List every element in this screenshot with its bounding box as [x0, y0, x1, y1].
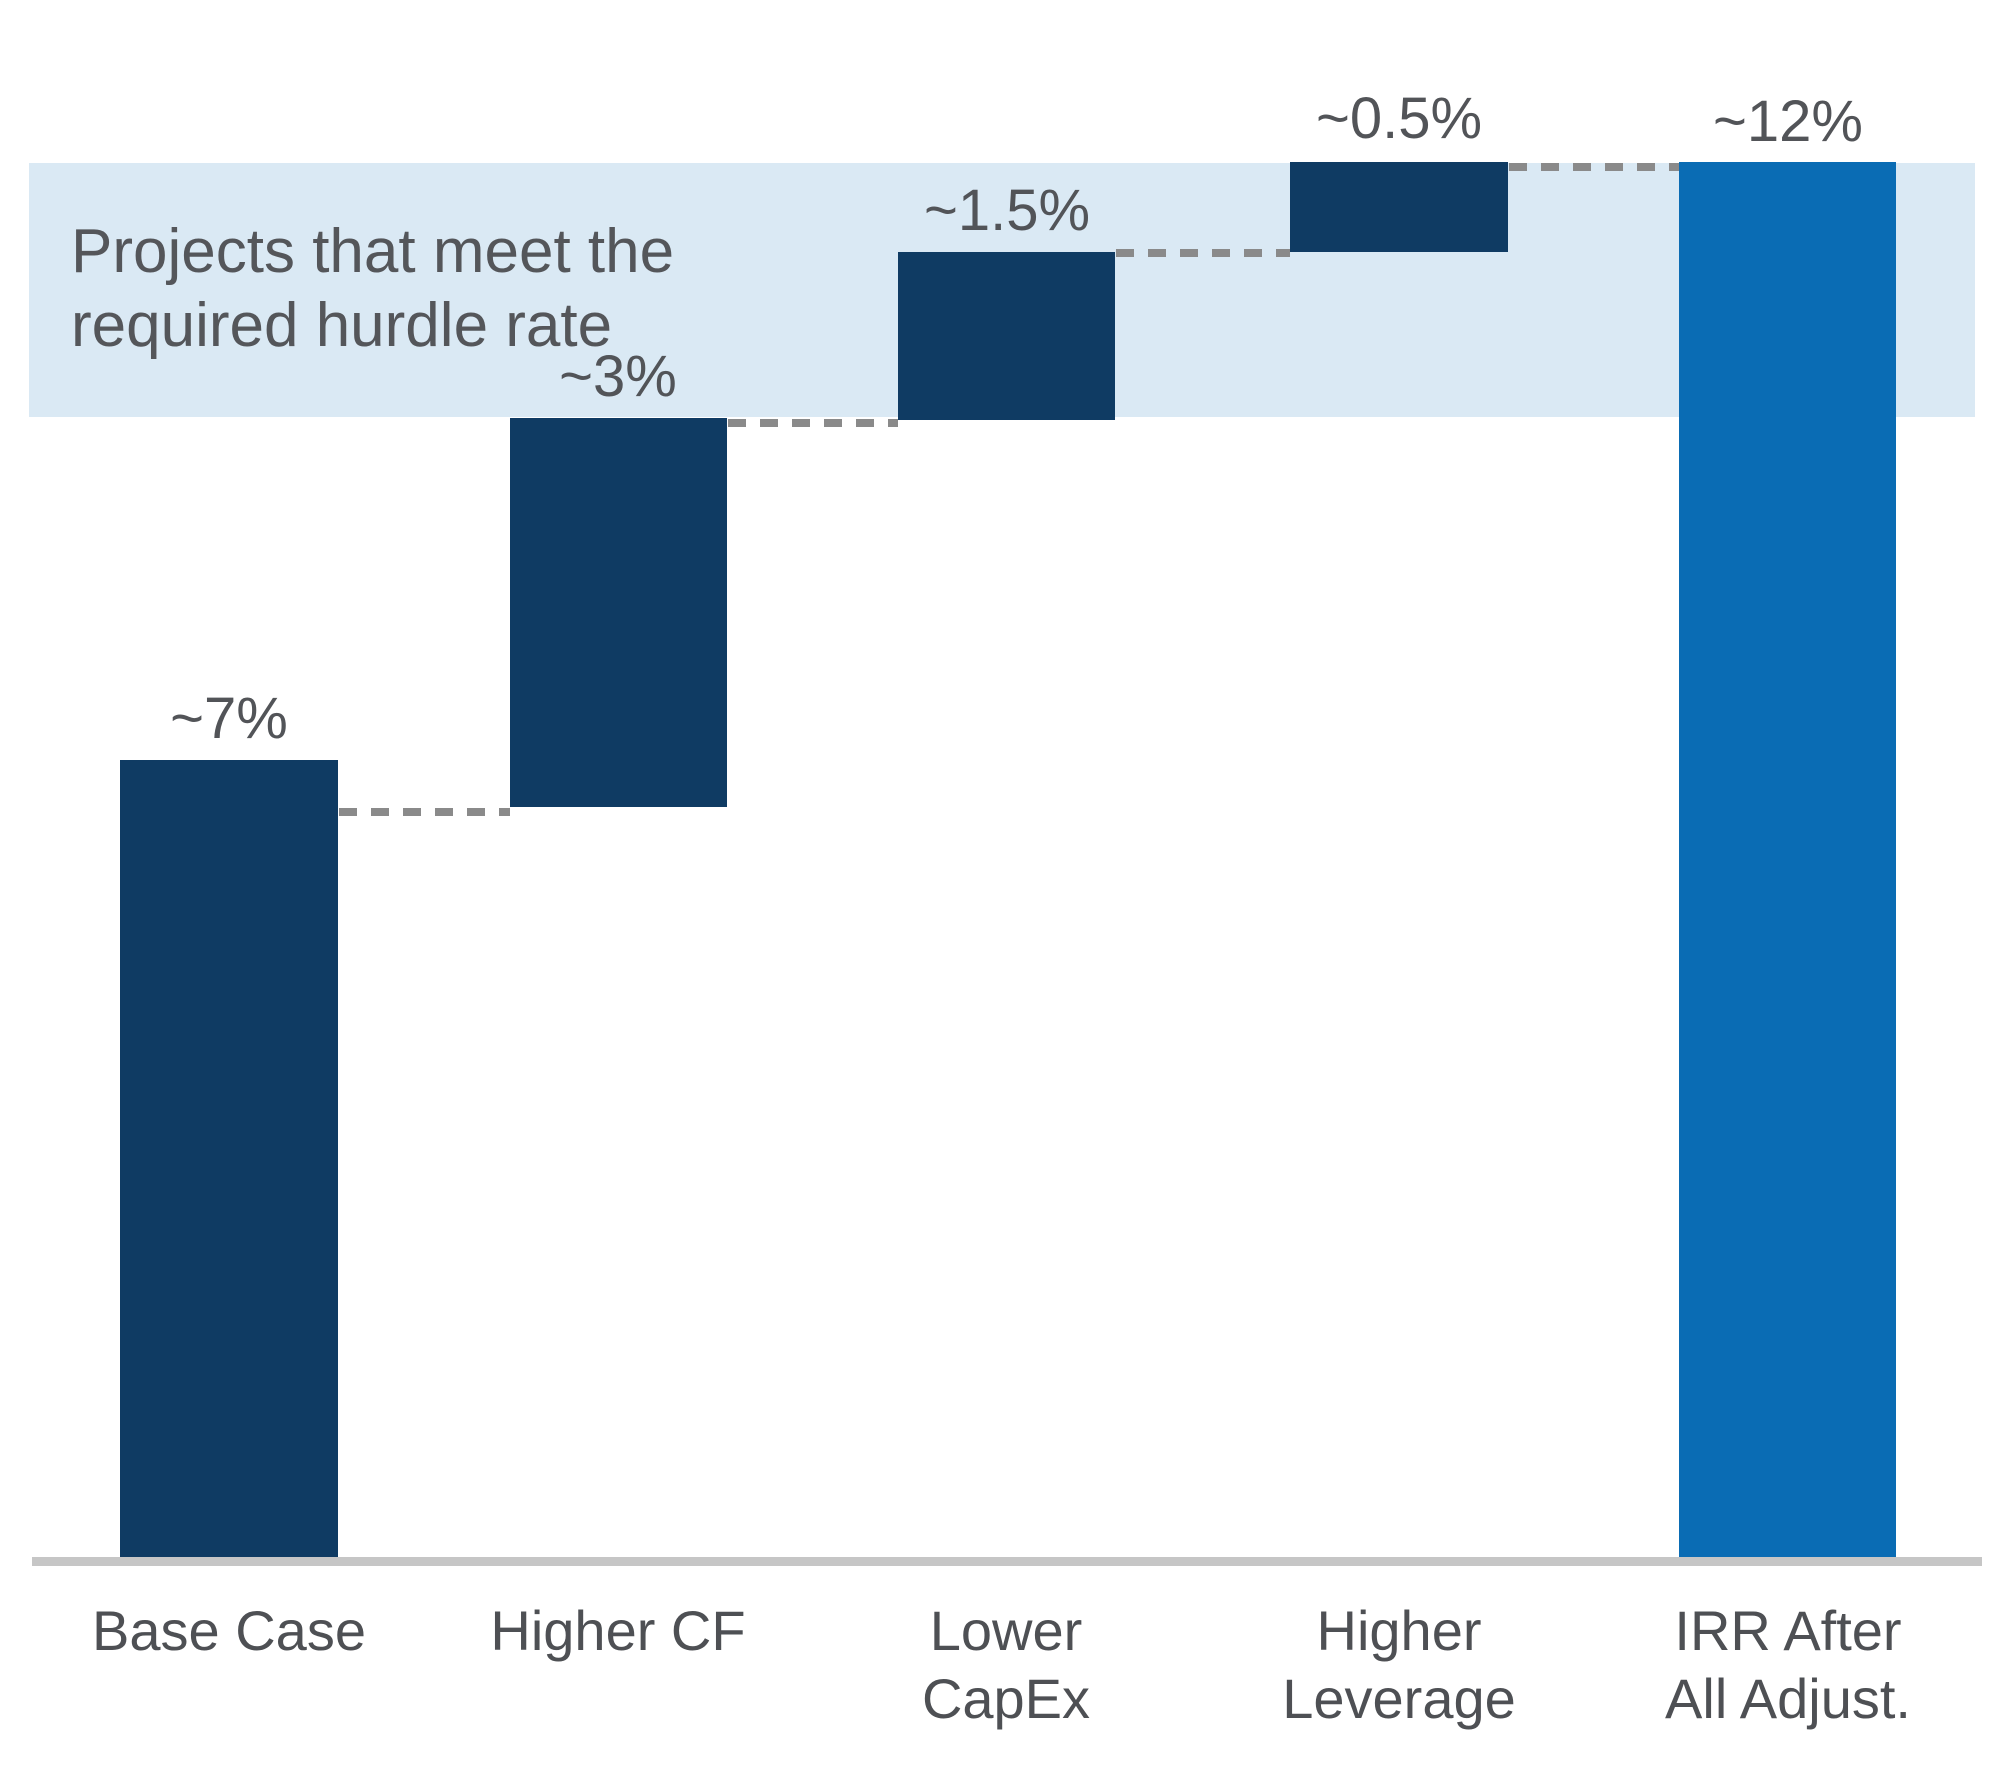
value-label-higher-leverage: ~0.5% — [1315, 86, 1483, 151]
category-label-lower-capex-line-1: Lower — [929, 1599, 1083, 1662]
connector-base-to-higher-cf — [339, 808, 510, 816]
bar-lower-capex — [898, 252, 1115, 420]
category-label-irr-line-1: IRR After — [1674, 1599, 1902, 1662]
category-label-higher-cf-line-1: Higher CF — [490, 1599, 746, 1662]
category-label-lower-capex: Lower CapEx — [836, 1597, 1176, 1733]
value-label-base-case: ~7% — [170, 686, 288, 751]
connector-higher-cf-to-lower-capex — [728, 419, 898, 427]
category-label-higher-leverage: Higher Leverage — [1229, 1597, 1569, 1733]
bar-irr-after-all-adjust — [1679, 162, 1896, 1557]
category-label-base-case: Base Case — [59, 1597, 399, 1665]
hurdle-annotation: Projects that meet the required hurdle r… — [71, 215, 674, 363]
hurdle-annotation-line-1: Projects that meet the — [71, 217, 675, 286]
value-label-higher-cf: ~3% — [559, 344, 677, 409]
connector-lower-capex-to-higher-leverage — [1116, 249, 1290, 257]
hurdle-annotation-line-2: required hurdle rate — [71, 291, 613, 360]
category-label-higher-cf: Higher CF — [448, 1597, 788, 1665]
bar-higher-cf — [510, 418, 727, 807]
category-label-higher-leverage-line-2: Leverage — [1282, 1667, 1516, 1730]
value-label-irr-after-all-adjust: ~12% — [1713, 89, 1863, 154]
category-label-lower-capex-line-2: CapEx — [921, 1667, 1091, 1730]
connector-higher-leverage-to-irr — [1509, 163, 1679, 171]
category-label-higher-leverage-line-1: Higher — [1316, 1599, 1482, 1662]
category-label-base-case-line-1: Base Case — [92, 1599, 366, 1662]
category-label-irr-line-2: All Adjust. — [1665, 1667, 1911, 1730]
bar-higher-leverage — [1290, 162, 1508, 252]
x-axis-line — [32, 1557, 1982, 1566]
value-label-lower-capex: ~1.5% — [923, 178, 1091, 243]
category-label-irr-after-all-adjust: IRR After All Adjust. — [1618, 1597, 1958, 1733]
bar-base-case — [120, 760, 338, 1557]
